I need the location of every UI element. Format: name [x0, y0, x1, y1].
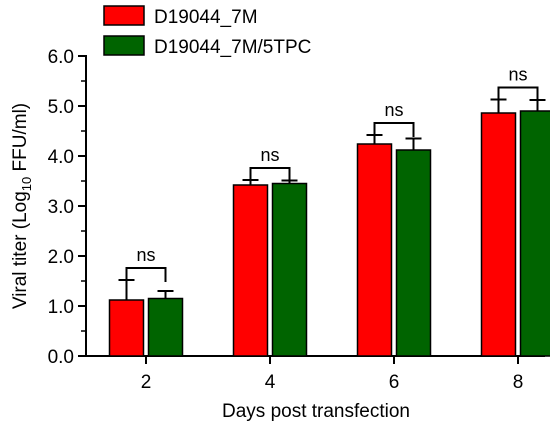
- bar: [147, 297, 184, 357]
- legend-swatch-series-2: [103, 35, 145, 56]
- significance-label: ns: [136, 245, 155, 265]
- y-axis-title: Viral titer (Log10 FFU/ml): [10, 103, 34, 309]
- bar: [519, 110, 550, 357]
- significance-bracket: [373, 122, 415, 137]
- x-tick-label: 2: [141, 372, 152, 393]
- y-tick-label: 3.0: [48, 197, 74, 218]
- y-axis-title-sub: 10: [19, 177, 34, 191]
- y-tick-label: 2.0: [48, 247, 74, 268]
- y-axis-title-rest: FFU/ml): [10, 103, 31, 177]
- legend-label-series-1: D19044_7M: [154, 7, 258, 28]
- significance-label: ns: [508, 65, 527, 85]
- legend-swatch-series-1: [103, 5, 145, 26]
- legend: D19044_7M D19044_7M/5TPC: [103, 5, 311, 58]
- x-tick-label: 8: [513, 372, 524, 393]
- x-tick-label: 6: [389, 372, 400, 393]
- y-tick-label: 4.0: [48, 147, 74, 168]
- bar: [356, 143, 393, 357]
- bar: [232, 184, 269, 357]
- y-tick-label: 1.0: [48, 297, 74, 318]
- x-tick-label: 4: [265, 372, 276, 393]
- significance-label: ns: [384, 100, 403, 120]
- x-axis-title: Days post transfection: [222, 401, 410, 422]
- significance-bracket: [249, 167, 291, 182]
- y-axis-title-main: Viral titer (Log: [10, 191, 31, 309]
- bar: [271, 182, 308, 357]
- legend-label-series-2: D19044_7M/5TPC: [154, 37, 311, 58]
- significance-label: ns: [260, 145, 279, 165]
- y-tick-label: 6.0: [48, 47, 74, 68]
- bars: [108, 110, 550, 357]
- y-tick-label: 5.0: [48, 97, 74, 118]
- bar: [480, 112, 517, 357]
- bar: [395, 149, 432, 357]
- bar: [108, 299, 145, 357]
- significance-bracket: [125, 267, 167, 282]
- significance-brackets: ns ns ns ns: [125, 65, 539, 282]
- significance-bracket: [497, 86, 539, 102]
- y-tick-label: 0.0: [48, 347, 74, 368]
